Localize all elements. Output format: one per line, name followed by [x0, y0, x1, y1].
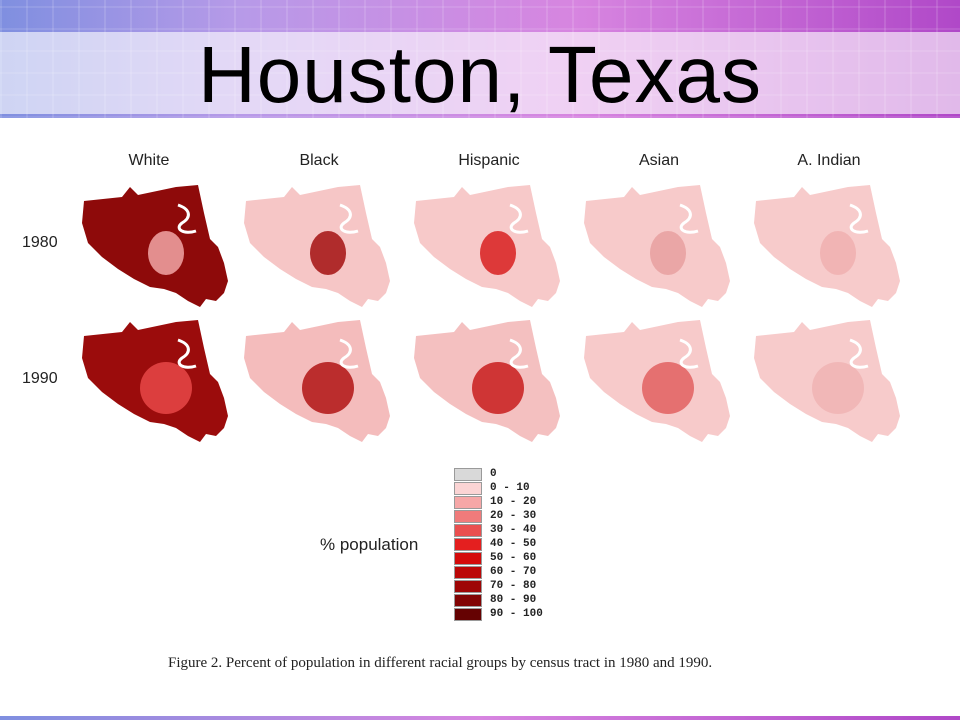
central-tract-cluster: [642, 362, 694, 414]
title-banner: [0, 0, 960, 118]
legend-swatch: [454, 608, 482, 621]
legend-swatch: [454, 580, 482, 593]
map-a-indian-1990: [754, 320, 900, 442]
legend-title: % population: [320, 535, 419, 554]
legend-swatch: [454, 496, 482, 509]
legend-swatch: [454, 482, 482, 495]
legend-label: 0: [490, 468, 497, 480]
ship-channel: [509, 203, 529, 234]
legend-swatch: [454, 566, 482, 579]
legend-label: 40 - 50: [490, 538, 537, 550]
ship-channel: [679, 338, 699, 369]
ship-channel: [509, 338, 529, 369]
ship-channel: [849, 203, 869, 234]
legend-label: 20 - 30: [490, 510, 537, 522]
map-white-1980: [82, 185, 228, 307]
slide-title: Houston, Texas: [198, 30, 762, 119]
column-label-hispanic: Hispanic: [458, 152, 520, 169]
map-hispanic-1990: [414, 320, 560, 442]
central-tract-cluster: [472, 362, 524, 414]
legend-label: 60 - 70: [490, 566, 537, 578]
legend-swatch: [454, 468, 482, 481]
legend-label: 30 - 40: [490, 524, 537, 536]
map-hispanic-1980: [414, 185, 560, 307]
ship-channel: [177, 203, 197, 234]
central-tract-cluster: [140, 362, 192, 414]
legend-label: 70 - 80: [490, 580, 537, 592]
central-tract-cluster: [310, 231, 346, 275]
central-tract-cluster: [820, 231, 856, 275]
legend-label: 0 - 10: [490, 482, 530, 494]
column-label-a-indian: A. Indian: [797, 152, 861, 169]
legend-swatch: [454, 552, 482, 565]
column-label-white: White: [128, 152, 170, 169]
central-tract-cluster: [302, 362, 354, 414]
legend-label: 90 - 100: [490, 608, 543, 620]
slide-bottom-bar: [0, 716, 960, 720]
column-label-black: Black: [299, 152, 339, 169]
central-tract-cluster: [812, 362, 864, 414]
row-label-1980: 1980: [22, 234, 58, 251]
central-tract-cluster: [148, 231, 184, 275]
ship-channel: [339, 338, 359, 369]
map-white-1990: [82, 320, 228, 442]
map-black-1980: [244, 185, 390, 307]
map-asian-1980: [584, 185, 730, 307]
figure-caption: Figure 2. Percent of population in diffe…: [168, 655, 713, 671]
legend-swatch: [454, 594, 482, 607]
column-label-asian: Asian: [638, 152, 680, 169]
ship-channel: [679, 203, 699, 234]
ship-channel: [339, 203, 359, 234]
map-a-indian-1980: [754, 185, 900, 307]
legend-swatch: [454, 510, 482, 523]
legend-swatch: [454, 538, 482, 551]
central-tract-cluster: [650, 231, 686, 275]
ship-channel: [849, 338, 869, 369]
legend-label: 80 - 90: [490, 594, 537, 606]
legend-swatch: [454, 524, 482, 537]
central-tract-cluster: [480, 231, 516, 275]
map-asian-1990: [584, 320, 730, 442]
legend-label: 50 - 60: [490, 552, 537, 564]
legend-label: 10 - 20: [490, 496, 537, 508]
map-black-1990: [244, 320, 390, 442]
row-label-1990: 1990: [22, 370, 58, 387]
ship-channel: [177, 338, 197, 369]
banner-title-band: [0, 32, 960, 114]
